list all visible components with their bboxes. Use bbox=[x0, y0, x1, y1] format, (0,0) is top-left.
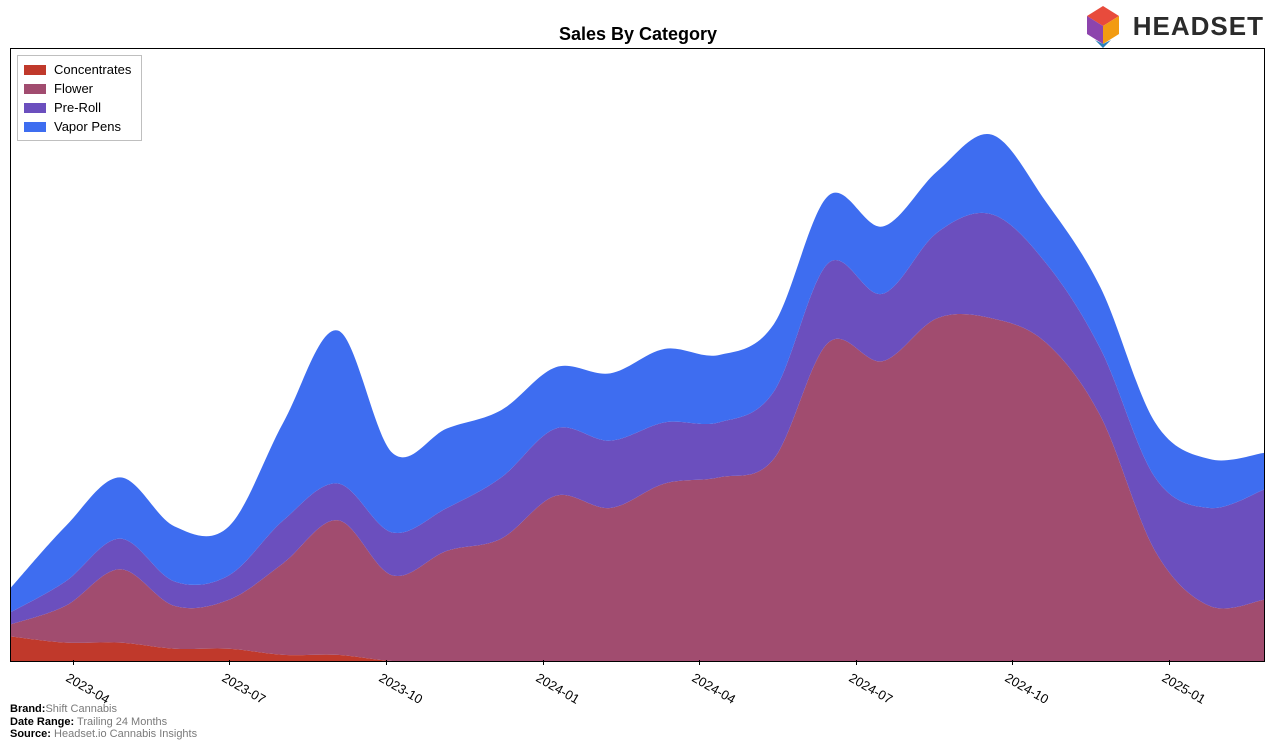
source-meta: Brand:Shift Cannabis Date Range: Trailin… bbox=[10, 703, 197, 741]
x-tick-label: 2023-04 bbox=[63, 670, 112, 707]
legend-label: Flower bbox=[54, 81, 93, 96]
chart-container: Sales By Category HEADSET ConcentratesFl… bbox=[0, 0, 1276, 747]
logo-text: HEADSET bbox=[1133, 11, 1264, 42]
stacked-area-chart bbox=[11, 49, 1264, 661]
legend-swatch bbox=[24, 122, 46, 132]
headset-logo: HEADSET bbox=[1081, 4, 1264, 48]
legend-swatch bbox=[24, 65, 46, 75]
x-tick-label: 2023-10 bbox=[376, 670, 425, 707]
legend-swatch bbox=[24, 103, 46, 113]
legend-item: Concentrates bbox=[24, 60, 131, 79]
legend-item: Vapor Pens bbox=[24, 117, 131, 136]
plot-area: Concentrates Flower Pre-Roll Vapor Pens bbox=[10, 48, 1265, 662]
legend: Concentrates Flower Pre-Roll Vapor Pens bbox=[17, 55, 142, 141]
x-tick-label: 2024-07 bbox=[846, 670, 895, 707]
x-tick-label: 2025-01 bbox=[1160, 670, 1209, 707]
meta-date-value: Trailing 24 Months bbox=[74, 716, 167, 728]
x-tick-mark bbox=[386, 660, 387, 665]
legend-item: Pre-Roll bbox=[24, 98, 131, 117]
x-tick-label: 2024-04 bbox=[690, 670, 739, 707]
x-tick-mark bbox=[1169, 660, 1170, 665]
x-tick-mark bbox=[699, 660, 700, 665]
legend-label: Pre-Roll bbox=[54, 100, 101, 115]
meta-source-label: Source: bbox=[10, 728, 51, 740]
x-tick-mark bbox=[73, 660, 74, 665]
meta-source-value: Headset.io Cannabis Insights bbox=[51, 728, 197, 740]
x-tick-mark bbox=[543, 660, 544, 665]
meta-brand-value: Shift Cannabis bbox=[45, 703, 117, 715]
logo-icon bbox=[1081, 4, 1125, 48]
legend-label: Concentrates bbox=[54, 62, 131, 77]
legend-item: Flower bbox=[24, 79, 131, 98]
meta-brand-label: Brand: bbox=[10, 703, 45, 715]
x-tick-mark bbox=[856, 660, 857, 665]
x-tick-mark bbox=[229, 660, 230, 665]
x-tick-label: 2024-10 bbox=[1003, 670, 1052, 707]
legend-swatch bbox=[24, 84, 46, 94]
x-tick-label: 2024-01 bbox=[533, 670, 582, 707]
legend-label: Vapor Pens bbox=[54, 119, 121, 134]
meta-date-label: Date Range: bbox=[10, 716, 74, 728]
x-tick-label: 2023-07 bbox=[220, 670, 269, 707]
x-tick-mark bbox=[1012, 660, 1013, 665]
